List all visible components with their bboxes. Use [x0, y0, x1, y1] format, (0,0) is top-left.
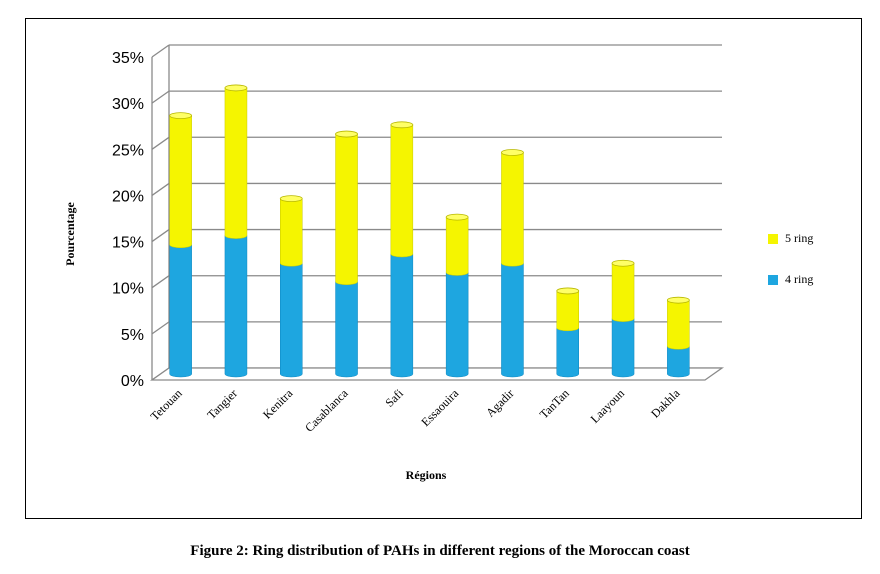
text-layer: 0% 5% 10% 15% 20% 25% 30% 35% Tetouan Tangier Keni… — [63, 50, 683, 482]
bar-5-ring — [169, 115, 192, 249]
x-category-label: Agadir — [483, 386, 516, 419]
gridline-side — [151, 229, 170, 243]
legend-swatch — [768, 275, 778, 285]
bar-top-cap — [445, 213, 469, 221]
bar-top-cap — [556, 287, 580, 295]
y-tick-label: 10% — [112, 281, 144, 298]
bar-4-ring — [390, 253, 414, 378]
x-category-label: Dakhla — [648, 386, 683, 421]
bar-top-cap — [390, 121, 414, 129]
y-axis-title: Pourcentage — [63, 201, 77, 265]
bar-5-ring — [611, 263, 635, 322]
bar-5-ring — [335, 133, 358, 285]
bar-4-ring — [667, 346, 690, 378]
y-tick-label: 15% — [112, 235, 144, 252]
grid-layer — [149, 44, 725, 381]
bar-top-cap — [666, 296, 690, 304]
legend: 5 ring 4 ring — [768, 231, 813, 286]
x-category-label: Casablanca — [302, 386, 351, 435]
legend-label: 4 ring — [785, 272, 813, 286]
bar-4-ring — [224, 235, 248, 378]
gridline-side — [151, 44, 170, 58]
bar-5-ring — [445, 216, 469, 276]
bar-4-ring — [169, 244, 192, 378]
bar-4-ring — [280, 263, 303, 378]
bar-top-cap — [611, 259, 635, 267]
x-category-label: Laayoun — [588, 386, 628, 426]
x-category-label: Safi — [382, 386, 406, 410]
x-category-label: Essaouira — [418, 386, 461, 429]
bar-layer — [169, 84, 690, 378]
bar-4-ring — [611, 318, 635, 378]
y-tick-label: 5% — [121, 327, 144, 344]
x-category-label: Kenitra — [260, 386, 296, 422]
bar-top-cap — [335, 130, 358, 138]
bar-4-ring — [556, 327, 579, 378]
bar-5-ring — [390, 124, 414, 258]
bar-5-ring — [556, 290, 579, 332]
gridline-side — [151, 275, 170, 289]
bar-5-ring — [280, 198, 303, 267]
y-tick-label: 35% — [112, 50, 144, 67]
bar-4-ring — [445, 272, 469, 378]
chart-svg: 0% 5% 10% 15% 20% 25% 30% 35% Tetouan Tangier Keni… — [63, 44, 813, 482]
gridline-side — [151, 321, 170, 335]
figure-caption: Figure 2: Ring distribution of PAHs in d… — [190, 543, 690, 559]
bar-top-cap — [169, 112, 193, 119]
bar-5-ring — [667, 299, 690, 350]
x-category-label: Tetouan — [148, 386, 185, 423]
y-tick-label: 0% — [121, 373, 144, 390]
y-tick-label: 30% — [112, 96, 144, 113]
bar-4-ring — [335, 281, 358, 378]
bar-top-cap — [501, 149, 524, 156]
bar-top-cap — [279, 195, 303, 203]
x-category-label: Tangier — [204, 386, 240, 422]
legend-label: 5 ring — [785, 231, 813, 245]
y-tick-label: 20% — [112, 188, 144, 205]
gridline-side — [151, 182, 170, 196]
bar-5-ring — [224, 87, 248, 239]
x-axis-title: Régions — [406, 468, 447, 482]
chart-frame: 0% 5% 10% 15% 20% 25% 30% 35% Tetouan Tangier Keni… — [25, 18, 862, 519]
gridline-side — [151, 90, 170, 104]
x-category-label: TanTan — [537, 386, 572, 421]
y-tick-label: 25% — [112, 142, 144, 159]
gridline-side — [151, 136, 170, 150]
legend-swatch — [768, 234, 778, 244]
bar-4-ring — [501, 263, 524, 378]
bar-5-ring — [501, 152, 524, 267]
bar-top-cap — [224, 84, 248, 92]
